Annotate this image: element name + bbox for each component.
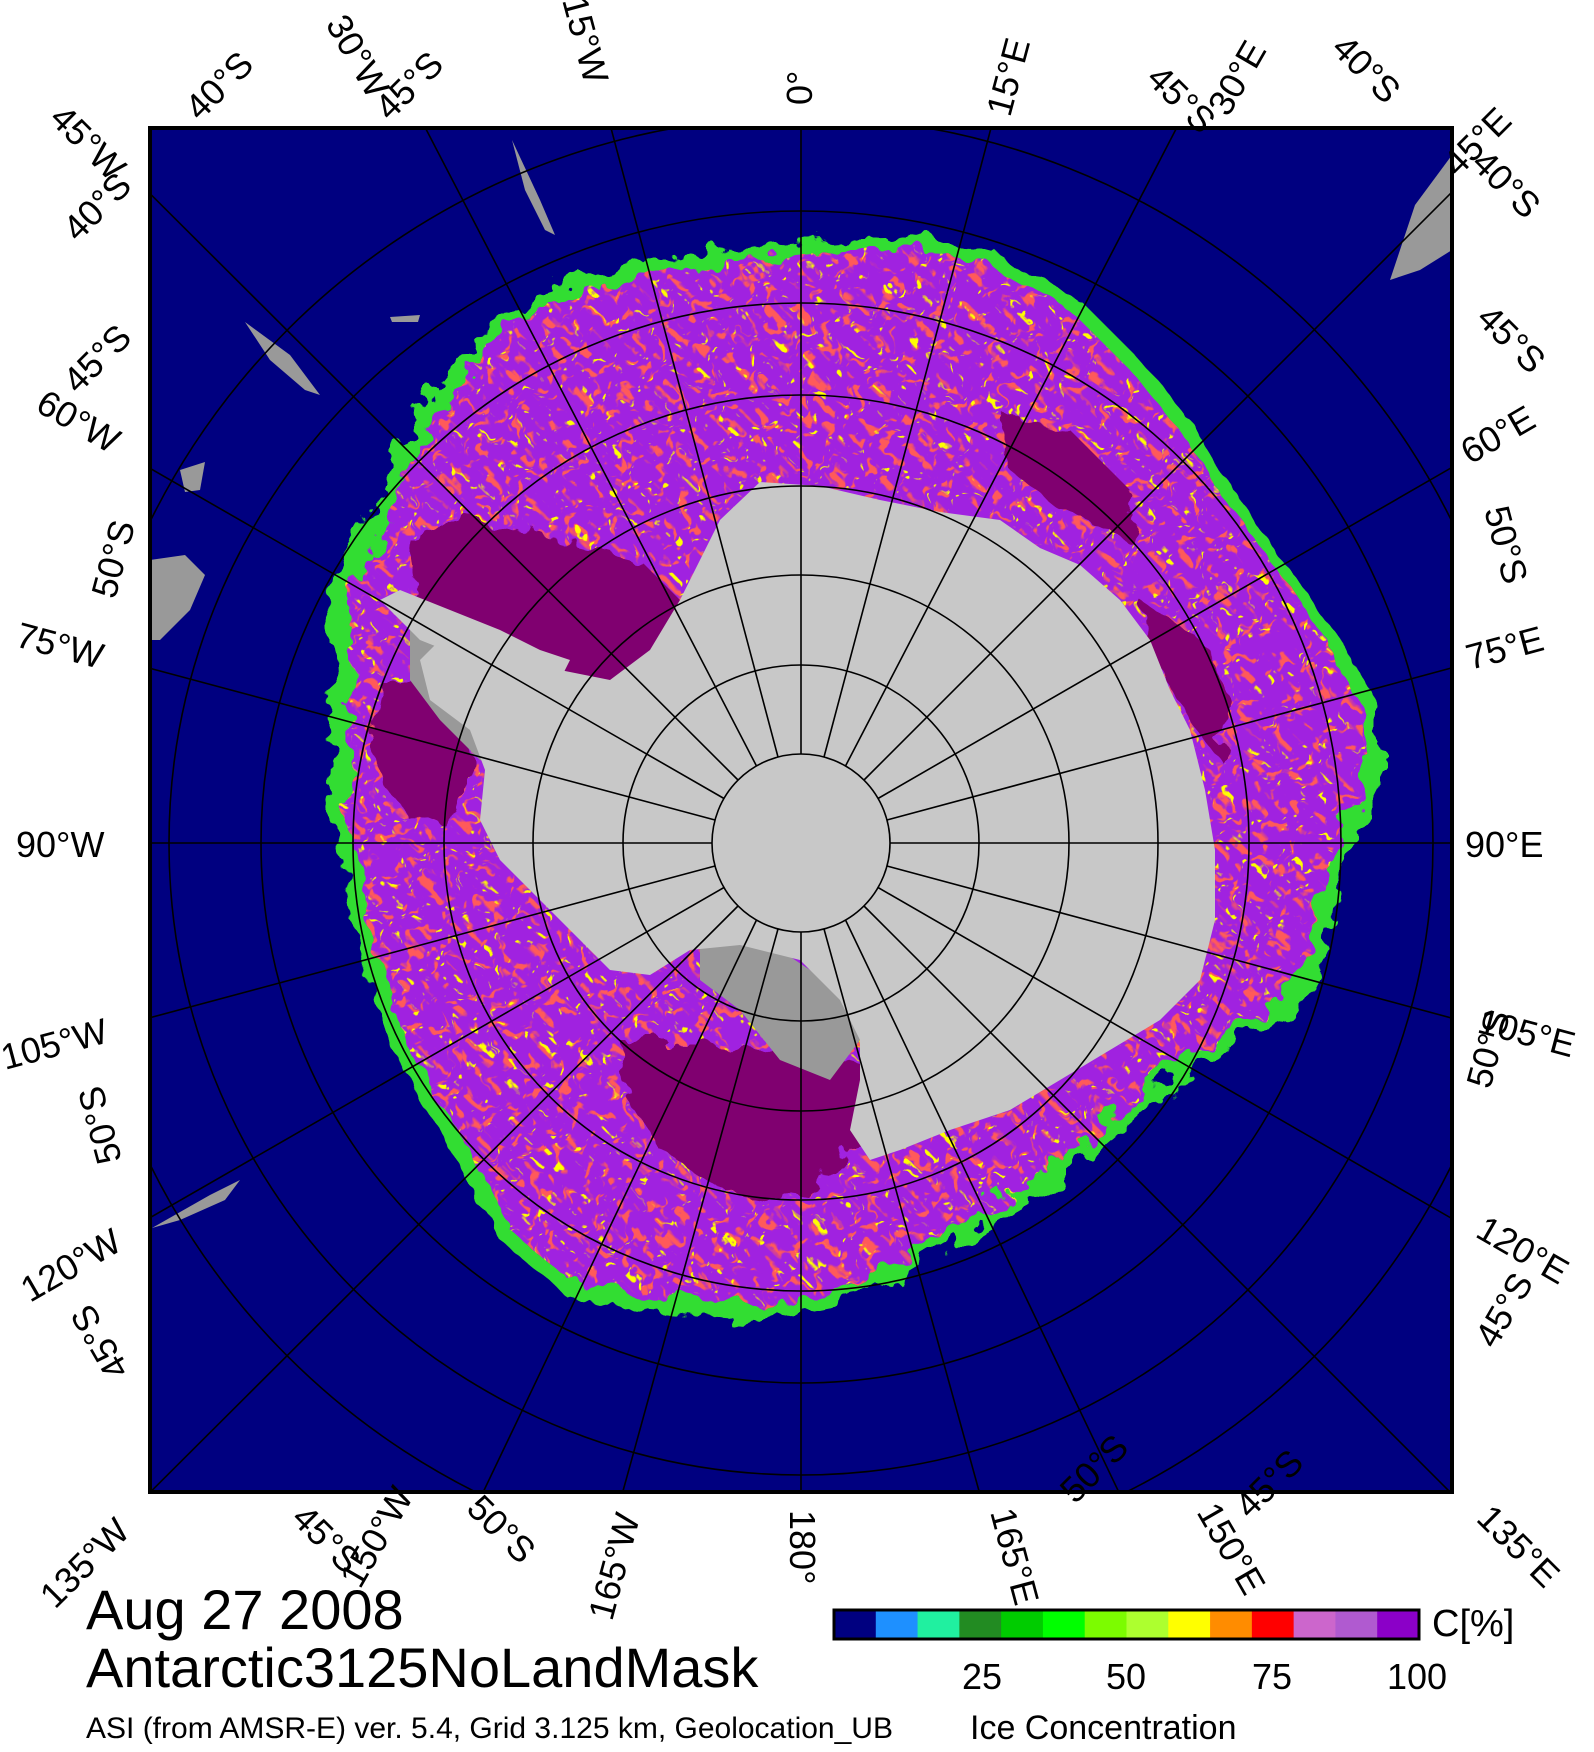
lat-label-50s-left-low: 50°S xyxy=(70,1082,130,1168)
lon-label-15e: 15°E xyxy=(978,34,1038,120)
lon-label-135e: 135°E xyxy=(1469,1497,1568,1596)
colorbar-swatch xyxy=(834,1610,877,1639)
lat-label-45s-left: 45°S xyxy=(55,316,139,400)
colorbar-swatch xyxy=(1084,1610,1128,1639)
colorbar-swatch xyxy=(1168,1610,1211,1639)
colorbar-swatch xyxy=(1126,1610,1169,1639)
colorbar-swatch xyxy=(1001,1610,1044,1639)
lat-label-50s-right-low: 50°S xyxy=(1458,1006,1518,1092)
colorbar-tick: 75 xyxy=(1251,1656,1293,1697)
colorbar-swatch xyxy=(875,1610,919,1639)
lon-label-75e: 75°E xyxy=(1461,618,1547,678)
colorbar-swatch xyxy=(1293,1610,1337,1639)
lon-label-165w: 165°W xyxy=(580,1509,648,1624)
lat-label-40s-top-right: 40°S xyxy=(1324,27,1408,111)
lon-label-0: 0° xyxy=(779,71,820,105)
colorbar-swatch xyxy=(1377,1610,1420,1639)
colorbar-swatch xyxy=(1335,1610,1378,1639)
lon-label-60e: 60°E xyxy=(1454,397,1542,472)
lon-label-165e: 165°E xyxy=(982,1503,1047,1609)
lon-label-15w: 15°W xyxy=(554,0,616,87)
map-frame xyxy=(148,126,1454,1494)
colorbar-tick: 100 xyxy=(1386,1656,1448,1697)
colorbar-title: Ice Concentration xyxy=(970,1709,1237,1747)
lon-label-90e: 90°E xyxy=(1465,824,1543,865)
colorbar-swatch xyxy=(959,1610,1002,1639)
colorbar-tick: 50 xyxy=(1105,1656,1147,1697)
colorbar-swatches xyxy=(834,1610,1420,1639)
colorbar-tick: 25 xyxy=(961,1656,1003,1697)
source-label: ASI (from AMSR-E) ver. 5.4, Grid 3.125 k… xyxy=(86,1712,893,1745)
colorbar-swatch xyxy=(1042,1610,1086,1639)
lat-label-45s-left-low: 45°S xyxy=(62,1298,137,1386)
lat-label-50s-right: 50°S xyxy=(1476,501,1536,587)
lon-label-120w: 120°W xyxy=(14,1220,128,1310)
antarctica-land xyxy=(420,482,1215,1160)
colorbar-unit: C[%] xyxy=(1432,1603,1515,1645)
lon-label-90w: 90°W xyxy=(16,824,104,865)
lon-label-105w: 105°W xyxy=(0,1010,112,1078)
lat-label-40s-left: 40°S xyxy=(55,164,139,248)
colorbar-frame xyxy=(832,1608,1421,1641)
lat-label-40s-top-left: 40°S xyxy=(177,43,261,127)
antarctic-peninsula xyxy=(380,590,570,680)
date-label: Aug 27 2008 xyxy=(86,1578,404,1641)
colorbar-swatch xyxy=(917,1610,960,1639)
colorbar xyxy=(832,1608,1421,1641)
lon-label-180: 180° xyxy=(782,1510,823,1584)
colorbar-swatch xyxy=(1251,1610,1295,1639)
lat-label-45s-right: 45°S xyxy=(1469,297,1553,381)
colorbar-swatch xyxy=(1210,1610,1253,1639)
south-america-tip xyxy=(150,555,205,640)
lon-label-75w: 75°W xyxy=(12,614,108,676)
lat-label-50s-bottom: 50°S xyxy=(459,1487,543,1571)
consolidated-ice xyxy=(370,410,1230,1200)
lat-label-45s-right-low: 45°S xyxy=(1466,1266,1541,1354)
product-label: Antarctic3125NoLandMask xyxy=(86,1636,759,1699)
islands xyxy=(152,140,1452,1228)
lat-label-50s-left: 50°S xyxy=(83,516,143,602)
